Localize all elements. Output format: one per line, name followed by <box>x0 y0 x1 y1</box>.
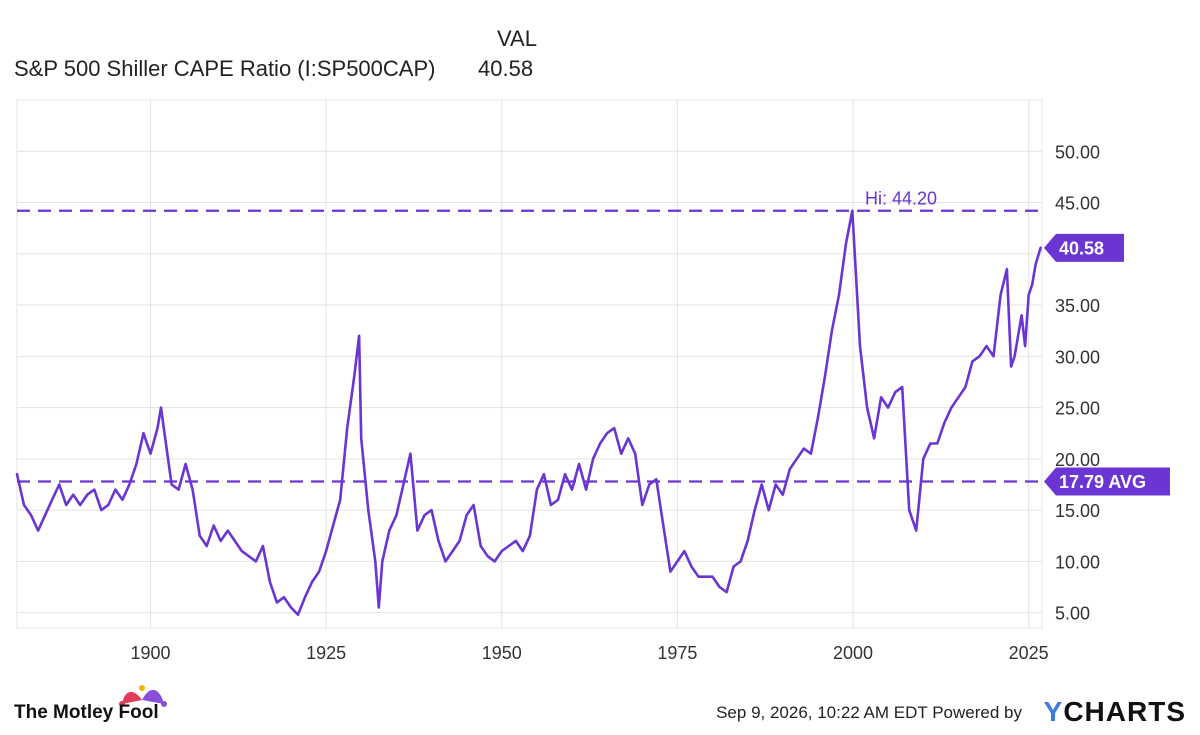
plot-frame <box>16 99 1043 629</box>
jester-hat-icon <box>119 685 167 707</box>
timestamp-powered-by: Sep 9, 2026, 10:22 AM EDT Powered by <box>716 703 1022 723</box>
current-value-badge-bg <box>1044 233 1124 262</box>
timestamp: Sep 9, 2026, 10:22 AM EDT <box>716 703 928 722</box>
ycharts-wordmark: CHARTS <box>1063 696 1186 727</box>
ycharts-logo: YCHARTS <box>1044 696 1186 728</box>
motley-fool-logo: The Motley Fool <box>14 702 159 723</box>
legend-series-name: S&P 500 Shiller CAPE Ratio (I:SP500CAP) <box>14 56 436 81</box>
high-label: Hi: 44.20 <box>865 189 937 209</box>
powered-by-label: Powered by <box>932 703 1022 722</box>
cape-series-line <box>15 209 1042 617</box>
average-badge-bg <box>1044 467 1170 496</box>
y-tick-label: 10.00 <box>1055 552 1100 572</box>
x-tick-label: 2025 <box>1009 643 1049 663</box>
y-tick-label: 45.00 <box>1055 194 1100 214</box>
y-tick-label: 15.00 <box>1055 501 1100 521</box>
legend-value-header: VAL <box>497 26 537 51</box>
x-tick-label: 1925 <box>306 643 346 663</box>
y-tick-label: 35.00 <box>1055 296 1100 316</box>
footer: The Motley Fool Sep 9, 2026, 10:22 AM ED… <box>0 685 1200 735</box>
legend-current-value: 40.58 <box>478 56 534 81</box>
x-tick-label: 1900 <box>130 643 170 663</box>
ycharts-y-mark: Y <box>1043 696 1064 727</box>
x-tick-label: 2000 <box>833 643 873 663</box>
y-tick-label: 25.00 <box>1055 399 1100 419</box>
x-tick-label: 1950 <box>482 643 522 663</box>
cape-chart: 5.0010.0015.0020.0025.0030.0035.0040.004… <box>15 99 1170 663</box>
y-tick-label: 50.00 <box>1055 142 1100 162</box>
average-badge: 17.79 AVG <box>1059 472 1146 492</box>
y-tick-label: 5.00 <box>1055 604 1090 624</box>
x-tick-label: 1975 <box>657 643 697 663</box>
y-tick-label: 20.00 <box>1055 450 1100 470</box>
current-value-badge: 40.58 <box>1059 238 1104 258</box>
y-tick-label: 30.00 <box>1055 347 1100 367</box>
